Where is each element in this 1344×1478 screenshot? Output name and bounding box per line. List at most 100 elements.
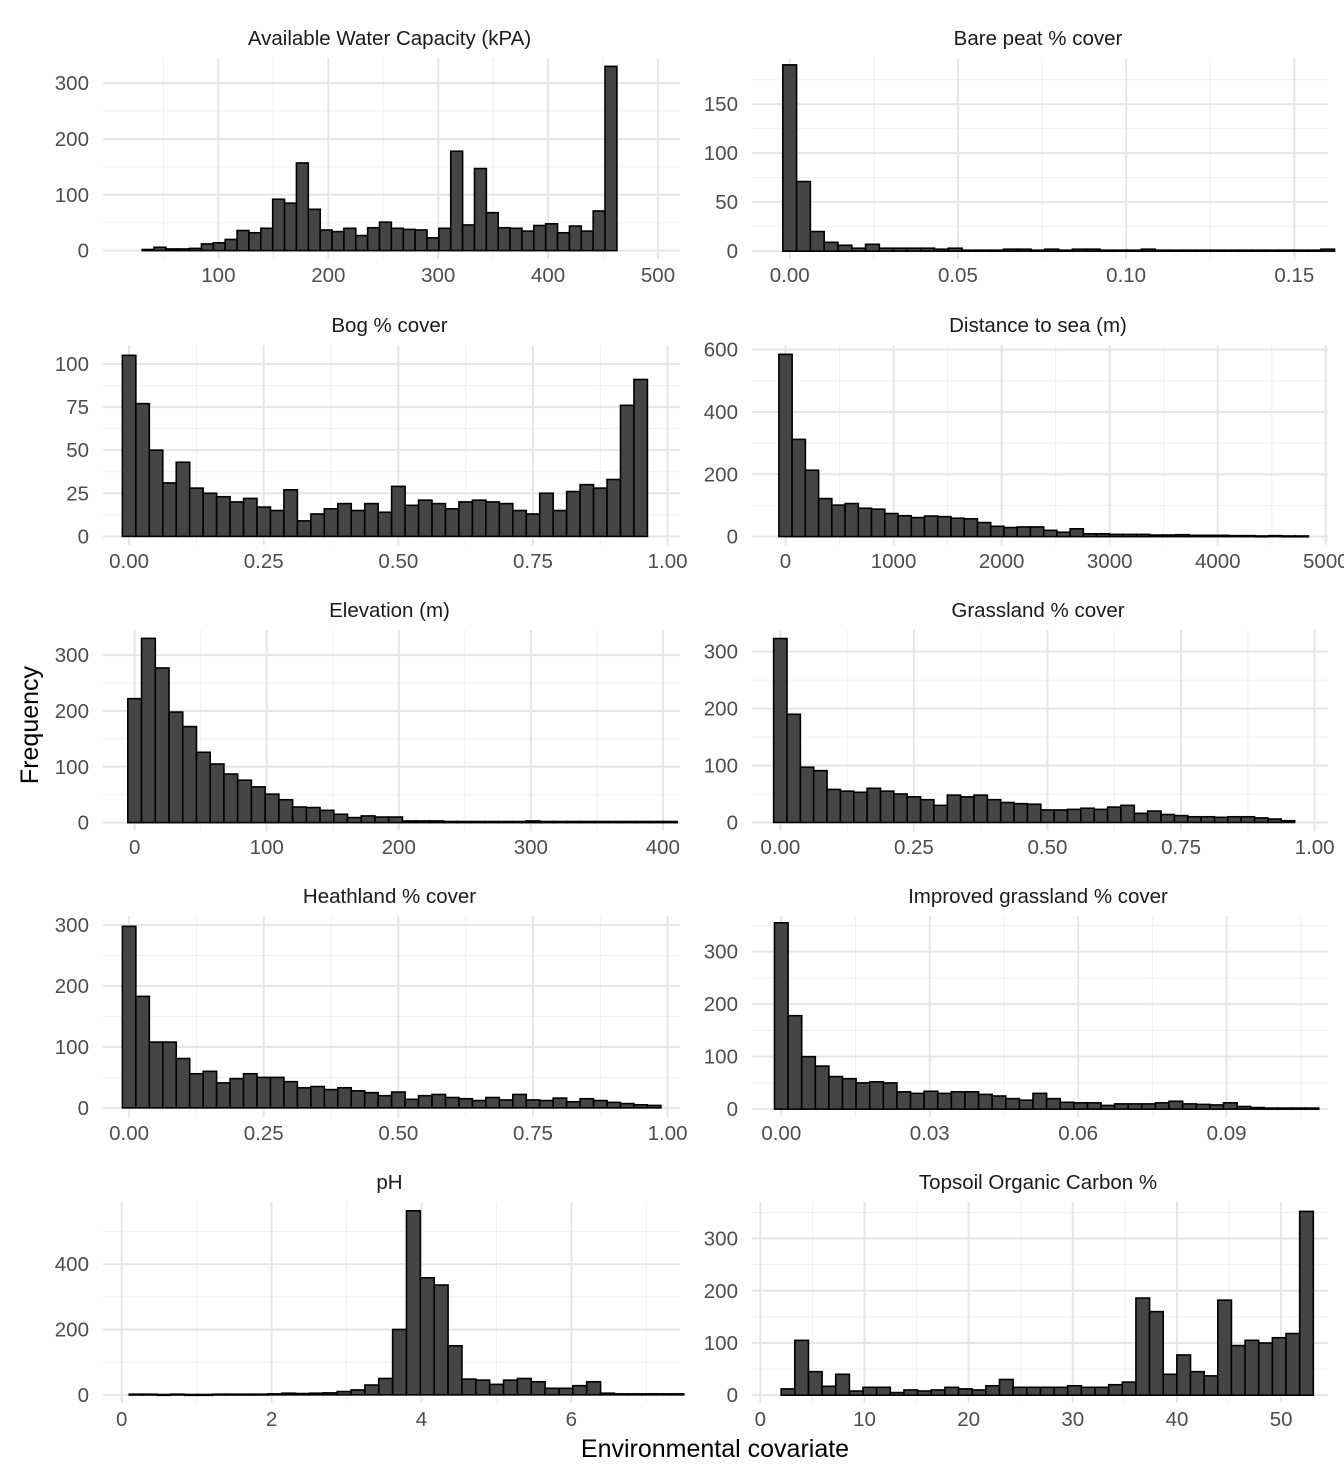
histogram-bar [471, 499, 487, 538]
histogram-bar [485, 1096, 501, 1109]
histogram-bar [850, 247, 867, 252]
x-tick-label: 0 [116, 1408, 127, 1431]
histogram-bar [998, 1378, 1014, 1396]
histogram-bar [1066, 808, 1082, 824]
y-tick-label: 0 [727, 1098, 738, 1121]
histogram-bar [919, 798, 935, 824]
histogram-bar [188, 1072, 204, 1109]
x-tick-label: 0 [780, 550, 791, 573]
histogram-bar [1141, 1103, 1157, 1110]
y-tick-label: 0 [78, 525, 89, 548]
panel-title: Bare peat % cover [954, 27, 1123, 50]
x-tick-label: 0.00 [770, 264, 810, 287]
histogram-bar [336, 1086, 353, 1109]
histogram-bar [976, 521, 992, 538]
x-tick-label: 3000 [1087, 550, 1133, 573]
panel-bare-peat-cover: Bare peat % cover 0.00 0.05 0.10 0.15 0 50 100 1… [704, 27, 1336, 287]
histogram-bar [1200, 815, 1216, 824]
histogram-bar [812, 769, 828, 824]
bars-heathland-cover [121, 925, 662, 1109]
histogram-bar [986, 798, 1002, 824]
histogram-bar [864, 243, 881, 252]
histogram-bar [1148, 1310, 1165, 1396]
histogram-bar [919, 247, 936, 252]
x-tick-label: 0.75 [513, 1122, 553, 1145]
histogram-bar [336, 502, 353, 538]
histogram-bar [1012, 1386, 1028, 1396]
histogram-bar [121, 354, 137, 538]
histogram-bar [354, 234, 369, 252]
panel-available-water-capacity-kpa: Available Water Capacity (kPA) 100 200 300 4… [55, 27, 680, 287]
histogram-bar [903, 1389, 919, 1396]
histogram-bar [1161, 534, 1177, 538]
histogram-bar [1030, 249, 1046, 252]
histogram-bar [857, 507, 873, 538]
histogram-bar [260, 227, 274, 252]
histogram-bar [592, 1099, 608, 1109]
histogram-bar [202, 492, 218, 538]
histogram-bar [950, 1091, 966, 1110]
histogram-bar [627, 1393, 643, 1396]
x-tick-label: 5000 [1303, 550, 1344, 573]
histogram-bar [378, 221, 393, 252]
histogram-bar [1182, 249, 1198, 252]
histogram-bar [242, 497, 258, 538]
x-tick-label: 0.00 [760, 836, 800, 859]
histogram-bar [662, 820, 678, 824]
histogram-bar [882, 1082, 898, 1110]
histogram-bar [128, 1393, 144, 1396]
histogram-bar [135, 995, 151, 1109]
histogram-bar [568, 225, 583, 252]
bars-improved-grassland-cover [773, 922, 1320, 1110]
x-tick-label: 0.25 [244, 1122, 284, 1145]
histogram-bar [511, 820, 527, 824]
histogram-bar [1113, 1103, 1130, 1110]
histogram-bar [834, 1373, 851, 1396]
x-tick-label: 1.00 [648, 550, 688, 573]
y-tick-label: 0 [727, 240, 738, 263]
histogram-bar [1160, 813, 1176, 824]
histogram-bar [799, 766, 815, 824]
histogram-bar [449, 150, 464, 252]
x-tick-label: 0.09 [1207, 1122, 1247, 1145]
histogram-bar [565, 1100, 581, 1109]
histogram-bar [323, 507, 339, 538]
histogram-bar [1257, 1342, 1274, 1396]
histogram-bar [209, 763, 225, 824]
y-tick-label: 0 [727, 526, 738, 549]
histogram-bar [544, 223, 559, 252]
histogram-bar [1271, 1336, 1287, 1396]
histogram-bar [538, 492, 554, 538]
x-tick-label: 0.75 [513, 550, 553, 573]
y-tick-label: 200 [704, 698, 738, 721]
x-tick-label: 200 [382, 836, 416, 859]
histogram-bar [350, 509, 366, 538]
histogram-bar [1013, 802, 1029, 824]
y-tick-label: 300 [704, 941, 738, 964]
histogram-bar [215, 495, 231, 538]
x-tick-label: 4000 [1195, 550, 1241, 573]
histogram-bar [148, 449, 164, 538]
histogram-bar [538, 820, 555, 824]
histogram-bar [1066, 1384, 1083, 1396]
histogram-bar [530, 1380, 546, 1396]
panel-heathland-cover: Heathland % cover 0.00 0.25 0.50 0.75 1.00 0 10… [55, 885, 688, 1145]
histogram-bar [909, 1092, 925, 1110]
histogram-bar [343, 227, 357, 252]
histogram-bar [1107, 1383, 1124, 1396]
histogram-bar [619, 404, 635, 538]
histogram-bar [350, 1090, 366, 1109]
histogram-bar [1264, 249, 1281, 252]
panel-title: Grassland % cover [951, 599, 1124, 622]
histogram-bar [841, 1077, 857, 1110]
histogram-bar [1093, 808, 1109, 824]
histogram-bar [879, 790, 895, 824]
panel-title: Bog % cover [331, 314, 447, 337]
histogram-bar [889, 1391, 905, 1396]
histogram-bar [175, 461, 191, 538]
x-tick-label: 0.50 [378, 1122, 418, 1145]
histogram-bar [897, 514, 913, 538]
y-tick-label: 75 [66, 396, 89, 419]
histogram-bar [1292, 249, 1308, 252]
histogram-bar [148, 1041, 164, 1109]
